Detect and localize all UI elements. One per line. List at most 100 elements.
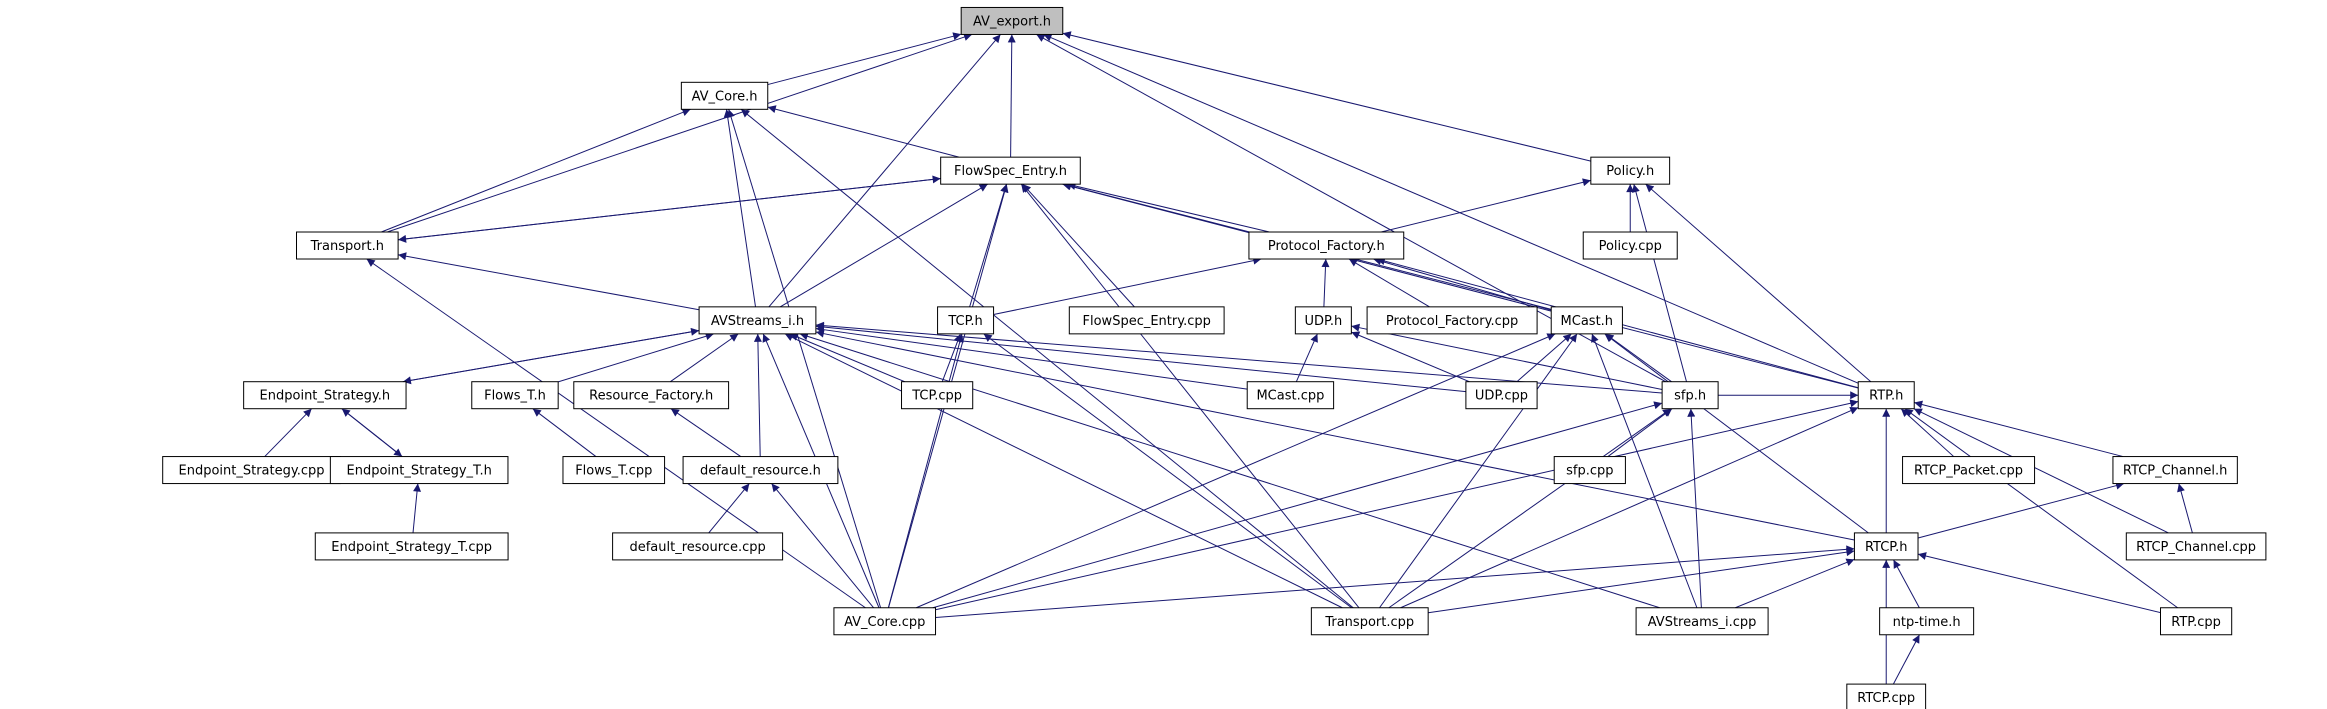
node-label: AVStreams_i.cpp <box>1648 615 1757 630</box>
node-box <box>471 381 559 410</box>
node[interactable]: MCast.cpp <box>1246 381 1335 410</box>
node[interactable]: UDP.cpp <box>1465 381 1538 410</box>
node-box <box>1902 456 2036 485</box>
node[interactable]: RTP.h <box>1857 381 1915 410</box>
node-box <box>1553 456 1626 485</box>
include-edge <box>1388 408 1672 609</box>
node[interactable]: Policy.cpp <box>1582 231 1678 260</box>
include-edge <box>1373 257 1552 311</box>
include-edge <box>670 333 739 383</box>
include-edge <box>1917 481 2125 539</box>
node[interactable]: RTCP_Channel.cpp <box>2125 532 2267 561</box>
node[interactable]: AVStreams_i.cpp <box>1635 607 1769 636</box>
node-label: Endpoint_Strategy.cpp <box>178 464 324 479</box>
node[interactable]: sfp.cpp <box>1553 456 1626 485</box>
node[interactable]: FlowSpec_Entry.h <box>940 156 1081 185</box>
include-edge <box>941 333 962 382</box>
node-label: default_resource.cpp <box>629 540 765 555</box>
include-edge <box>1022 183 1135 308</box>
include-edge <box>815 325 1248 390</box>
node-label: UDP.cpp <box>1475 389 1528 404</box>
node[interactable]: default_resource.h <box>682 456 839 485</box>
node-label: AV_Core.cpp <box>844 615 925 630</box>
node[interactable]: FlowSpec_Entry.cpp <box>1068 306 1225 335</box>
node-label: sfp.h <box>1674 389 1706 404</box>
include-edge <box>1904 408 2178 609</box>
include-edge <box>983 333 1352 609</box>
node[interactable]: Resource_Factory.h <box>573 381 730 410</box>
node-box <box>1879 607 1975 636</box>
node-box <box>2125 532 2267 561</box>
node-label: RTCP.h <box>1865 540 1908 555</box>
node-label: RTCP.cpp <box>1857 691 1915 706</box>
node[interactable]: sfp.h <box>1661 381 1719 410</box>
include-edge <box>799 332 1660 609</box>
node[interactable]: Policy.h <box>1590 156 1671 185</box>
node-label: AVStreams_i.h <box>711 314 804 329</box>
node[interactable]: AV_export.h <box>960 6 1064 35</box>
node[interactable]: AV_Core.h <box>680 81 769 110</box>
include-edge <box>753 333 762 457</box>
node[interactable]: RTCP.cpp <box>1846 683 1927 709</box>
node-label: Transport.cpp <box>1324 615 1414 630</box>
node-label: TCP.cpp <box>911 389 962 404</box>
node[interactable]: Flows_T.cpp <box>562 456 666 485</box>
node[interactable]: Endpoint_Strategy_T.h <box>329 456 509 485</box>
include-edge <box>993 256 1262 316</box>
node-label: Protocol_Factory.h <box>1268 239 1385 254</box>
nodes: AV_export.h AV_Core.h FlowSpec_Entry.h Poli… <box>162 6 2267 709</box>
include-edge <box>1321 258 1330 307</box>
include-edge <box>935 545 1855 618</box>
node[interactable]: Flows_T.h <box>471 381 559 410</box>
node[interactable]: RTCP_Channel.h <box>2112 456 2238 485</box>
node[interactable]: AV_Core.cpp <box>833 607 937 636</box>
include-edge <box>815 329 1855 541</box>
node-label: ntp-time.h <box>1893 615 1961 630</box>
include-edge <box>767 32 962 86</box>
node-label: Endpoint_Strategy.h <box>260 389 391 404</box>
node-label: FlowSpec_Entry.h <box>954 164 1067 179</box>
include-edge <box>768 34 1001 308</box>
node[interactable]: default_resource.cpp <box>612 532 784 561</box>
node-label: Flows_T.h <box>484 389 546 404</box>
include-edge <box>1892 634 1920 685</box>
include-edge <box>1295 333 1318 382</box>
node-label: Protocol_Factory.cpp <box>1386 314 1518 329</box>
node-box <box>162 456 341 485</box>
include-edge <box>1067 182 1270 233</box>
node[interactable]: MCast.h <box>1550 306 1623 335</box>
node[interactable]: RTCP.h <box>1853 532 1919 561</box>
node[interactable]: AVStreams_i.h <box>698 306 817 335</box>
node[interactable]: Endpoint_Strategy_T.cpp <box>314 532 509 561</box>
node-box <box>562 456 666 485</box>
include-edge <box>932 401 1663 609</box>
node[interactable]: Transport.cpp <box>1310 607 1429 636</box>
node[interactable]: Protocol_Factory.h <box>1248 231 1405 260</box>
node[interactable]: Endpoint_Strategy.cpp <box>162 456 341 485</box>
node[interactable]: Transport.h <box>296 231 399 260</box>
node-box <box>1550 306 1623 335</box>
node-box <box>296 231 399 260</box>
include-edge <box>1062 31 1591 162</box>
include-edge <box>1735 558 1855 609</box>
node[interactable]: Protocol_Factory.cpp <box>1366 306 1538 335</box>
node-label: Flows_T.cpp <box>575 464 652 479</box>
node-label: TCP.h <box>947 314 982 329</box>
node[interactable]: UDP.h <box>1294 306 1352 335</box>
node-box <box>1857 381 1915 410</box>
node[interactable]: Endpoint_Strategy.h <box>243 381 407 410</box>
include-edge <box>916 333 1556 609</box>
include-edge <box>1913 408 2169 534</box>
node-label: Transport.h <box>310 239 384 254</box>
include-edge <box>1516 333 1572 383</box>
include-edge <box>767 105 960 158</box>
node[interactable]: RTP.cpp <box>2159 607 2233 636</box>
include-edge <box>1020 183 1360 609</box>
node[interactable]: TCP.h <box>937 306 995 335</box>
node-label: FlowSpec_Entry.cpp <box>1083 314 1211 329</box>
node[interactable]: TCP.cpp <box>901 381 974 410</box>
node[interactable]: RTCP_Packet.cpp <box>1902 456 2036 485</box>
node[interactable]: ntp-time.h <box>1879 607 1975 636</box>
node-label: Policy.cpp <box>1599 239 1662 254</box>
include-edge <box>1914 400 2124 458</box>
